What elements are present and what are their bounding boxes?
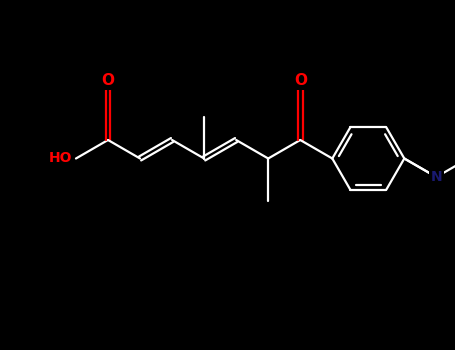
Text: O: O [294, 73, 307, 88]
Text: N: N [430, 170, 442, 184]
Text: HO: HO [48, 152, 72, 166]
Text: O: O [101, 73, 115, 88]
